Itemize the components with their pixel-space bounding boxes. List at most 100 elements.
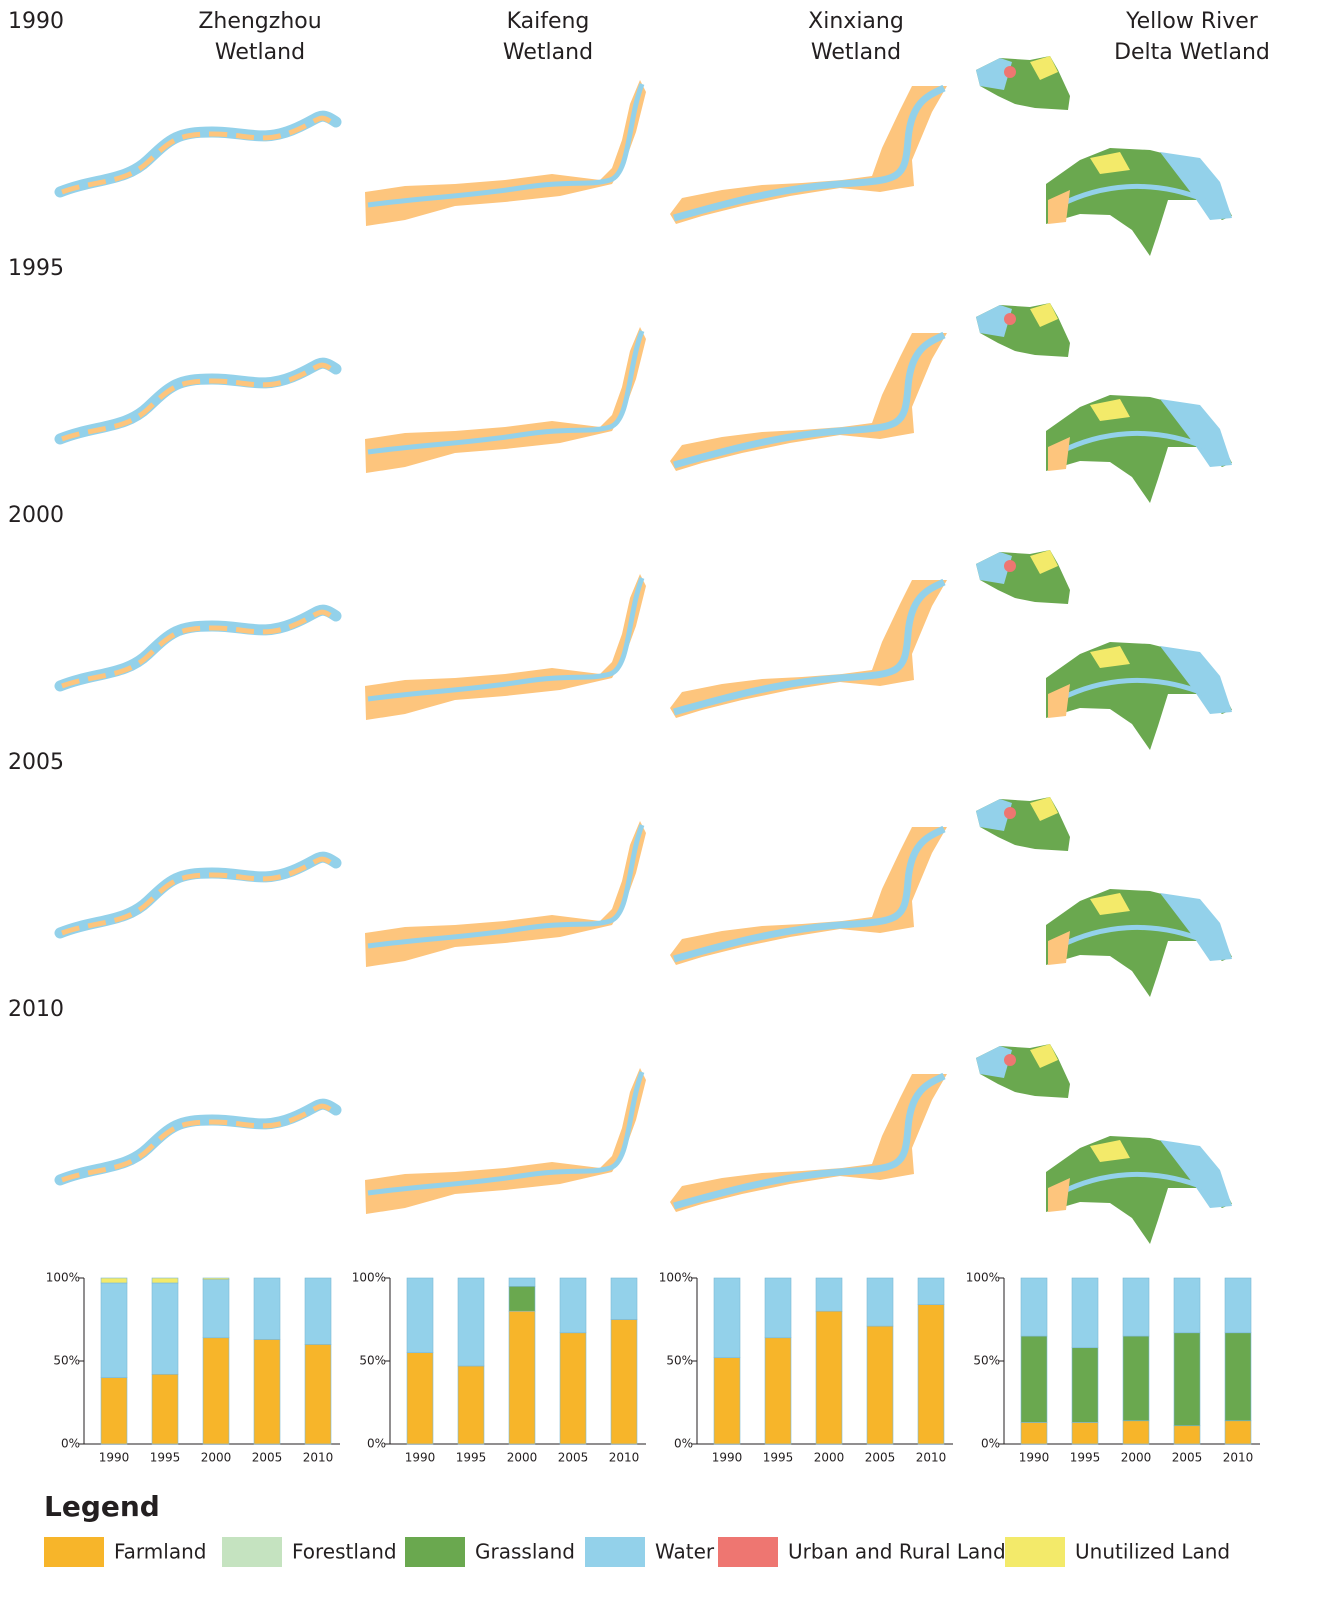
- bar-segment: [254, 1278, 280, 1339]
- y-tick-label: 0%: [981, 1437, 1000, 1451]
- figure: Legend 1990 1995 2000 2005 2010 Zhengzhou Wetl…: [0, 0, 1322, 1614]
- bar-segment: [714, 1358, 740, 1444]
- bar-segment: [1021, 1278, 1047, 1336]
- column-title: Wetland: [503, 40, 593, 65]
- y-tick-label: 100%: [659, 1271, 693, 1285]
- bar-segment: [1021, 1336, 1047, 1422]
- bar-segment: [765, 1338, 791, 1444]
- bar-segment: [867, 1326, 893, 1444]
- x-tick-label: 2000: [1121, 1451, 1152, 1465]
- x-tick-label: 2000: [507, 1451, 538, 1465]
- x-tick-label: 2005: [865, 1451, 896, 1465]
- bar-segment: [765, 1278, 791, 1338]
- bar-segment: [867, 1278, 893, 1326]
- legend-swatch: [718, 1537, 778, 1567]
- bar-segment: [1123, 1421, 1149, 1444]
- land-use-map: [670, 1074, 947, 1212]
- column-title: Xinxiang: [808, 9, 904, 34]
- bar-segment: [458, 1278, 484, 1366]
- land-use-map: [60, 857, 336, 933]
- y-tick-label: 0%: [674, 1437, 693, 1451]
- land-use-map: [365, 327, 646, 473]
- bar-segment: [714, 1278, 740, 1358]
- y-tick-label: 50%: [666, 1354, 693, 1368]
- bar-segment: [1072, 1422, 1098, 1444]
- legend-swatch: [405, 1537, 465, 1567]
- row-label: 2000: [8, 503, 64, 528]
- land-use-map: [670, 333, 947, 471]
- y-tick-label: 100%: [966, 1271, 1000, 1285]
- bar-segment: [918, 1305, 944, 1444]
- land-use-map: [976, 797, 1232, 997]
- column-title: Zhengzhou: [198, 9, 321, 34]
- bar-segment: [407, 1353, 433, 1444]
- bar-segment: [509, 1311, 535, 1444]
- y-tick-label: 50%: [359, 1354, 386, 1368]
- bar-segment: [152, 1278, 178, 1283]
- legend-swatch: [44, 1537, 104, 1567]
- bar-segment: [101, 1278, 127, 1283]
- y-tick-label: 50%: [973, 1354, 1000, 1368]
- x-tick-label: 2010: [609, 1451, 640, 1465]
- x-tick-label: 1990: [712, 1451, 743, 1465]
- legend-title: Legend: [44, 1490, 160, 1523]
- bar-segment: [560, 1278, 586, 1333]
- land-use-map: [976, 1044, 1232, 1244]
- land-use-map: [670, 827, 947, 965]
- column-title: Kaifeng: [507, 9, 590, 34]
- land-use-map: [60, 1104, 336, 1180]
- legend-label: Farmland: [114, 1540, 206, 1564]
- row-label: 1990: [8, 9, 64, 34]
- bar-segment: [816, 1278, 842, 1311]
- row-label: 2010: [8, 997, 64, 1022]
- row-label: 1995: [8, 256, 64, 281]
- bar-segment: [509, 1278, 535, 1286]
- bar-segment: [305, 1278, 331, 1344]
- row-label: 2005: [8, 750, 64, 775]
- x-tick-label: 2005: [558, 1451, 589, 1465]
- bar-segment: [611, 1320, 637, 1445]
- x-tick-label: 2005: [252, 1451, 283, 1465]
- x-tick-label: 1990: [99, 1451, 130, 1465]
- bar-segment: [1174, 1333, 1200, 1426]
- bar-segment: [203, 1278, 229, 1280]
- land-use-map: [365, 1068, 646, 1214]
- legend-swatch: [222, 1537, 282, 1567]
- x-tick-label: 1990: [1019, 1451, 1050, 1465]
- bar-segment: [152, 1283, 178, 1374]
- bar-segment: [203, 1280, 229, 1338]
- legend-label: Unutilized Land: [1075, 1540, 1230, 1564]
- legend-label: Urban and Rural Land: [788, 1540, 1006, 1564]
- legend-label: Water: [655, 1540, 715, 1564]
- bar-segment: [509, 1286, 535, 1311]
- land-use-map: [976, 303, 1232, 503]
- bar-segment: [407, 1278, 433, 1353]
- column-title: Delta Wetland: [1114, 40, 1270, 65]
- legend-label: Forestland: [292, 1540, 397, 1564]
- bar-segment: [101, 1378, 127, 1444]
- bar-segment: [254, 1339, 280, 1444]
- land-use-map: [976, 56, 1232, 256]
- y-tick-label: 0%: [61, 1437, 80, 1451]
- bar-segment: [203, 1338, 229, 1444]
- bar-segment: [1225, 1333, 1251, 1421]
- bar-segment: [458, 1366, 484, 1444]
- y-tick-label: 100%: [46, 1271, 80, 1285]
- land-use-map: [670, 580, 947, 718]
- land-use-map: [976, 550, 1232, 750]
- x-tick-label: 2000: [814, 1451, 845, 1465]
- bar-segment: [560, 1333, 586, 1444]
- bar-segment: [816, 1311, 842, 1444]
- bar-segment: [1225, 1421, 1251, 1444]
- land-use-map: [60, 116, 336, 192]
- x-tick-label: 2010: [916, 1451, 947, 1465]
- bar-segment: [1123, 1336, 1149, 1421]
- land-use-map: [60, 363, 336, 439]
- x-tick-label: 1995: [456, 1451, 487, 1465]
- bar-segment: [1225, 1278, 1251, 1333]
- legend-swatch: [1005, 1537, 1065, 1567]
- y-tick-label: 50%: [53, 1354, 80, 1368]
- bar-segment: [305, 1344, 331, 1444]
- land-use-map: [365, 574, 646, 720]
- legend-label: Grassland: [475, 1540, 575, 1564]
